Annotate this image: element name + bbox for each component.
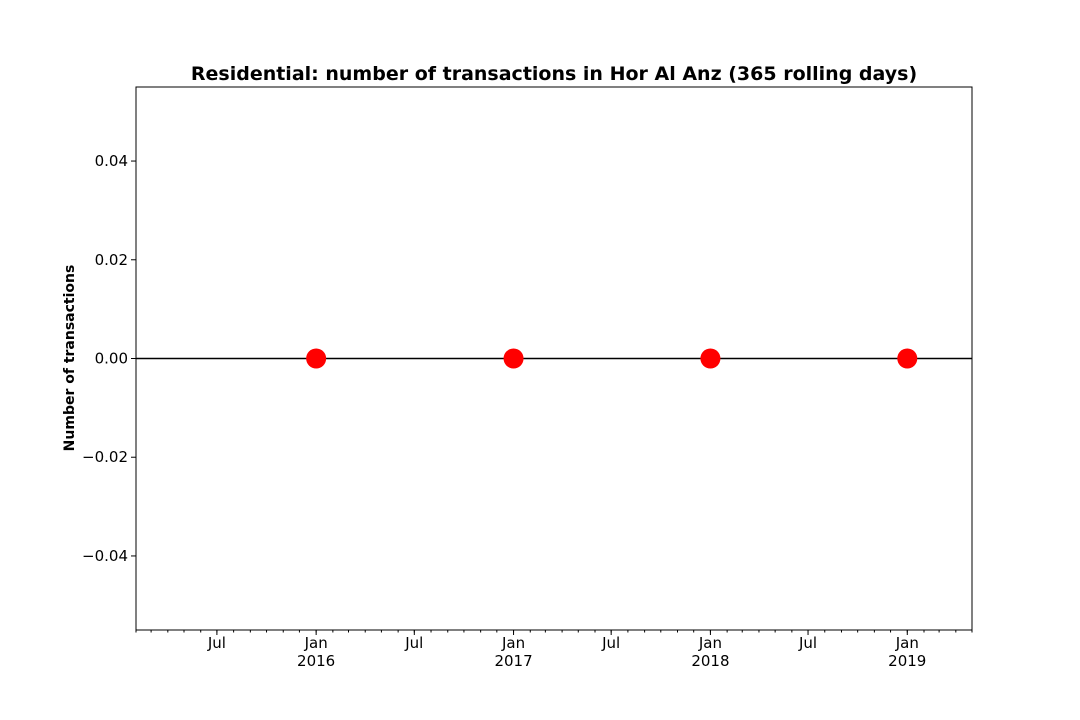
- chart-title: Residential: number of transactions in H…: [191, 63, 917, 85]
- x-tick-label-line: 2018: [691, 652, 729, 670]
- x-tick-label-line: Jan: [501, 634, 525, 652]
- x-tick-label-6: Jul: [798, 634, 817, 652]
- x-tick-label-7: Jan 2019: [888, 634, 926, 670]
- x-tick-label-line: Jul: [798, 634, 817, 652]
- x-tick-label-4: Jul: [601, 634, 620, 652]
- x-tick-label-line: 2019: [888, 652, 926, 670]
- y-tick-label-1: 0.02: [95, 251, 128, 269]
- y-tick-label-3: −0.02: [82, 448, 128, 466]
- y-tick-label-4: −0.04: [82, 547, 128, 565]
- x-tick-label-3: Jan 2017: [494, 634, 532, 670]
- y-tick-label-2: 0.00: [95, 350, 128, 368]
- x-tick-label-line: Jul: [601, 634, 620, 652]
- x-tick-label-1: Jan 2016: [297, 634, 335, 670]
- x-tick-label-2: Jul: [404, 634, 423, 652]
- x-tick-label-line: Jul: [404, 634, 423, 652]
- data-point-0-0: [306, 348, 327, 369]
- y-tick-label-0: 0.04: [95, 152, 128, 170]
- y-axis-label: Number of transactions: [62, 265, 78, 452]
- x-tick-label-5: Jan 2018: [691, 634, 729, 670]
- data-point-0-1: [503, 348, 524, 369]
- x-tick-label-line: Jan: [895, 634, 919, 652]
- plot-area: [136, 348, 972, 369]
- x-tick-label-line: 2017: [494, 652, 532, 670]
- x-tick-label-line: 2016: [297, 652, 335, 670]
- data-point-0-2: [700, 348, 721, 369]
- data-point-0-3: [897, 348, 918, 369]
- x-tick-label-line: Jan: [304, 634, 328, 652]
- x-tick-label-line: Jan: [698, 634, 722, 652]
- x-tick-label-line: Jul: [207, 634, 226, 652]
- x-tick-label-0: Jul: [207, 634, 226, 652]
